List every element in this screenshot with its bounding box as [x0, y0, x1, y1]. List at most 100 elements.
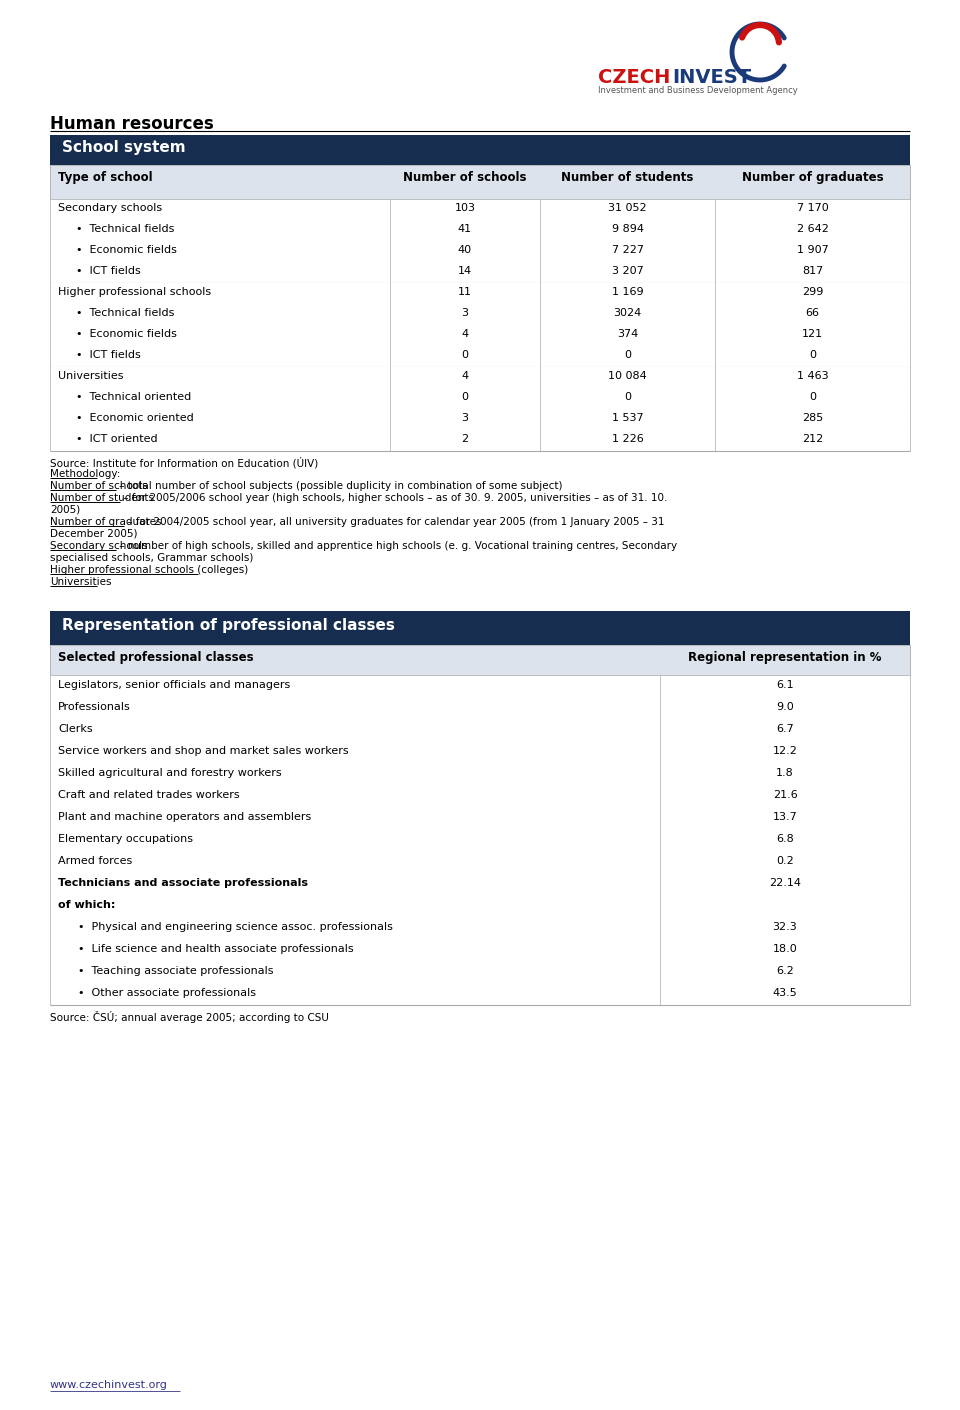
- Bar: [50, 895, 910, 916]
- Bar: [50, 983, 910, 1005]
- Text: Secondary schools: Secondary schools: [58, 203, 162, 213]
- Text: 4: 4: [462, 371, 468, 381]
- Text: 374: 374: [617, 329, 638, 338]
- Text: 18.0: 18.0: [773, 945, 798, 955]
- Text: 0: 0: [624, 392, 631, 402]
- Text: 14: 14: [458, 266, 472, 276]
- Text: 6.8: 6.8: [776, 833, 794, 845]
- Text: Human resources: Human resources: [50, 116, 214, 133]
- Text: Number of students: Number of students: [50, 493, 154, 503]
- Bar: [50, 611, 910, 644]
- Text: Service workers and shop and market sales workers: Service workers and shop and market sale…: [58, 746, 348, 756]
- Text: 0: 0: [809, 392, 816, 402]
- Text: Regional representation in %: Regional representation in %: [688, 651, 881, 664]
- Text: 121: 121: [802, 329, 823, 338]
- Bar: [50, 939, 910, 962]
- Text: Plant and machine operators and assemblers: Plant and machine operators and assemble…: [58, 812, 311, 822]
- Bar: [50, 430, 910, 451]
- Text: Source: ČSÚ; annual average 2005; according to CSU: Source: ČSÚ; annual average 2005; accord…: [50, 1011, 329, 1024]
- Text: •  Economic fields: • Economic fields: [76, 329, 177, 338]
- Text: December 2005): December 2005): [50, 529, 137, 539]
- Text: 11: 11: [458, 288, 472, 298]
- Text: 7 170: 7 170: [797, 203, 828, 213]
- Text: 4: 4: [462, 329, 468, 338]
- Bar: [50, 220, 910, 241]
- Text: – for 2004/2005 school year, all university graduates for calendar year 2005 (fr: – for 2004/2005 school year, all univers…: [124, 517, 664, 527]
- Text: 7 227: 7 227: [612, 245, 643, 255]
- Text: 22.14: 22.14: [769, 878, 801, 888]
- Bar: [50, 785, 910, 807]
- Text: Selected professional classes: Selected professional classes: [58, 651, 253, 664]
- Text: 6.2: 6.2: [776, 966, 794, 976]
- Bar: [50, 409, 910, 430]
- Text: CZECH: CZECH: [598, 68, 670, 87]
- Bar: [50, 199, 910, 220]
- Text: 32.3: 32.3: [773, 922, 798, 932]
- Text: School system: School system: [62, 140, 185, 155]
- Text: 1 907: 1 907: [797, 245, 828, 255]
- Text: Legislators, senior officials and managers: Legislators, senior officials and manage…: [58, 680, 290, 689]
- Text: Source: Institute for Information on Education (ÚIV): Source: Institute for Information on Edu…: [50, 457, 319, 468]
- Text: •  Life science and health associate professionals: • Life science and health associate prof…: [78, 945, 353, 955]
- Text: Number of schools: Number of schools: [403, 171, 527, 183]
- Text: 299: 299: [802, 288, 823, 298]
- Bar: [50, 675, 910, 697]
- Text: Number of graduates: Number of graduates: [50, 517, 161, 527]
- Text: Universities: Universities: [58, 371, 124, 381]
- Text: 817: 817: [802, 266, 823, 276]
- Text: 285: 285: [802, 413, 823, 423]
- Text: •  Technical oriented: • Technical oriented: [76, 392, 191, 402]
- Text: 3024: 3024: [613, 307, 641, 319]
- Text: 1 226: 1 226: [612, 434, 643, 444]
- Text: 3: 3: [462, 413, 468, 423]
- Text: Skilled agricultural and forestry workers: Skilled agricultural and forestry worker…: [58, 768, 281, 778]
- Text: 13.7: 13.7: [773, 812, 798, 822]
- Text: •  ICT fields: • ICT fields: [76, 266, 141, 276]
- Bar: [50, 241, 910, 262]
- Text: 43.5: 43.5: [773, 988, 798, 998]
- Text: 3: 3: [462, 307, 468, 319]
- Bar: [50, 916, 910, 939]
- Text: 0: 0: [624, 350, 631, 360]
- Text: •  Teaching associate professionals: • Teaching associate professionals: [78, 966, 274, 976]
- Text: – total number of school subjects (possible duplicity in combination of some sub: – total number of school subjects (possi…: [116, 481, 563, 491]
- Text: Representation of professional classes: Representation of professional classes: [62, 618, 395, 633]
- Text: 6.1: 6.1: [777, 680, 794, 689]
- Bar: [50, 807, 910, 829]
- Text: Universities: Universities: [50, 577, 111, 587]
- Text: 9 894: 9 894: [612, 224, 643, 234]
- Text: 41: 41: [458, 224, 472, 234]
- Text: •  ICT fields: • ICT fields: [76, 350, 141, 360]
- Text: of which:: of which:: [58, 900, 115, 909]
- Text: 0: 0: [462, 392, 468, 402]
- Bar: [50, 345, 910, 367]
- Text: Investment and Business Development Agency: Investment and Business Development Agen…: [598, 86, 798, 94]
- Text: 1 537: 1 537: [612, 413, 643, 423]
- Bar: [50, 644, 910, 675]
- Text: Type of school: Type of school: [58, 171, 153, 183]
- Text: Number of schools: Number of schools: [50, 481, 148, 491]
- Bar: [50, 697, 910, 719]
- Bar: [50, 135, 910, 165]
- Text: •  Technical fields: • Technical fields: [76, 224, 175, 234]
- Bar: [50, 324, 910, 345]
- Text: 2 642: 2 642: [797, 224, 828, 234]
- Text: 6.7: 6.7: [776, 723, 794, 735]
- Text: Technicians and associate professionals: Technicians and associate professionals: [58, 878, 308, 888]
- Text: INVEST: INVEST: [672, 68, 751, 87]
- Text: 9.0: 9.0: [776, 702, 794, 712]
- Text: Secondary schools: Secondary schools: [50, 541, 148, 551]
- Bar: [50, 742, 910, 763]
- Text: Higher professional schools (colleges): Higher professional schools (colleges): [50, 565, 249, 575]
- Text: – for 2005/2006 school year (high schools, higher schools – as of 30. 9. 2005, u: – for 2005/2006 school year (high school…: [120, 493, 667, 503]
- Text: •  Other associate professionals: • Other associate professionals: [78, 988, 256, 998]
- Text: 3 207: 3 207: [612, 266, 643, 276]
- Bar: [50, 763, 910, 785]
- Bar: [50, 962, 910, 983]
- Text: 1 463: 1 463: [797, 371, 828, 381]
- Bar: [50, 719, 910, 742]
- Text: 10 084: 10 084: [608, 371, 647, 381]
- Text: www.czechinvest.org: www.czechinvest.org: [50, 1380, 168, 1390]
- Text: 66: 66: [805, 307, 820, 319]
- Text: 1.8: 1.8: [776, 768, 794, 778]
